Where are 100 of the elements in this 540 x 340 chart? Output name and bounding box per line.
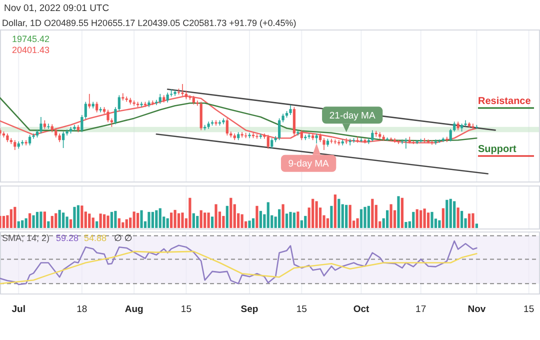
bar <box>397 196 400 228</box>
candlestick <box>40 116 42 134</box>
bar <box>315 201 318 228</box>
bar <box>226 206 228 228</box>
candlestick <box>80 114 84 133</box>
x-tick-label: Sep <box>240 304 258 315</box>
annotation: SMA; 14; 2) <box>2 233 50 243</box>
candlestick <box>315 133 318 144</box>
bar <box>259 210 262 228</box>
candlestick <box>54 128 58 138</box>
bar <box>300 220 303 228</box>
bar <box>158 208 162 228</box>
candlestick <box>47 123 50 130</box>
bar <box>40 212 42 228</box>
x-tick-label: 18 <box>76 304 88 315</box>
bar <box>285 214 288 228</box>
x-tick-label: Nov <box>468 304 486 315</box>
candlestick <box>122 92 124 101</box>
candlestick <box>300 130 303 140</box>
x-tick-label: Aug <box>124 304 144 315</box>
bar <box>24 218 28 228</box>
bar <box>296 212 300 228</box>
candlestick <box>296 130 300 136</box>
bar <box>371 198 374 228</box>
candlestick <box>62 131 65 148</box>
candlestick <box>28 134 32 146</box>
text: 19745.42 <box>12 34 50 44</box>
candlestick <box>106 109 110 123</box>
bar <box>122 222 124 228</box>
candlestick <box>256 134 258 140</box>
bar <box>118 218 120 228</box>
bar <box>256 206 258 228</box>
annotation: 54.88 <box>84 233 107 243</box>
chart-title: Nov 01, 2022 09:01 UTC <box>4 3 110 14</box>
bar <box>102 214 106 228</box>
bar <box>456 208 460 228</box>
bar <box>230 198 232 228</box>
bar <box>334 194 336 228</box>
candlestick <box>371 130 374 142</box>
candlestick <box>166 92 169 103</box>
candlestick <box>449 128 452 142</box>
candlestick <box>226 118 228 136</box>
candlestick <box>196 100 199 106</box>
candlestick <box>24 140 28 146</box>
x-tick-label: 15 <box>180 304 192 315</box>
bar <box>148 212 150 228</box>
candlestick <box>308 133 310 140</box>
candlestick <box>32 133 35 140</box>
bar <box>58 210 61 228</box>
bar <box>32 215 35 228</box>
candlestick <box>270 138 274 150</box>
x-tick-label: 17 <box>416 304 426 315</box>
bar <box>204 212 206 228</box>
bar <box>88 214 91 228</box>
bar <box>66 216 68 228</box>
bar <box>348 204 352 228</box>
candlestick <box>338 140 340 146</box>
bar <box>62 212 65 228</box>
bar <box>17 221 20 228</box>
bar <box>400 198 404 228</box>
bar <box>252 218 255 228</box>
candlestick <box>322 138 326 150</box>
candlestick <box>158 94 162 104</box>
bar <box>155 210 158 228</box>
candlestick <box>88 94 91 109</box>
bar <box>192 213 195 228</box>
candlestick <box>114 106 117 125</box>
bar <box>210 216 214 228</box>
candlestick <box>430 140 434 146</box>
candlestick <box>423 138 426 144</box>
bar <box>442 208 444 228</box>
bar <box>170 212 173 228</box>
bar <box>188 198 192 228</box>
bar <box>475 224 478 228</box>
annotation: Support <box>478 144 517 155</box>
bar <box>47 221 50 228</box>
bar <box>240 214 244 228</box>
bar <box>151 212 154 228</box>
bar <box>386 210 389 228</box>
candlestick <box>132 100 136 106</box>
bar <box>136 212 140 228</box>
bar <box>92 218 94 228</box>
bar <box>438 220 441 228</box>
x-tick-label: 15 <box>296 304 307 315</box>
bar <box>416 209 418 228</box>
annotation: 9-day MA <box>288 158 330 170</box>
bar <box>430 212 434 228</box>
candlestick <box>96 101 98 113</box>
bar <box>200 210 202 228</box>
bar <box>312 198 314 228</box>
candlestick <box>188 94 192 100</box>
bar <box>412 212 415 228</box>
candlestick <box>84 101 87 120</box>
bar <box>222 216 225 228</box>
chart-subtitle: Dollar, 1D O20489.55 H20655.17 L20439.05 C20581.73 +91.79 (+0.45%) <box>2 18 296 28</box>
candlestick <box>289 104 292 116</box>
bar <box>460 210 464 228</box>
bar <box>36 212 39 228</box>
bar <box>207 212 210 228</box>
bar <box>248 220 251 228</box>
